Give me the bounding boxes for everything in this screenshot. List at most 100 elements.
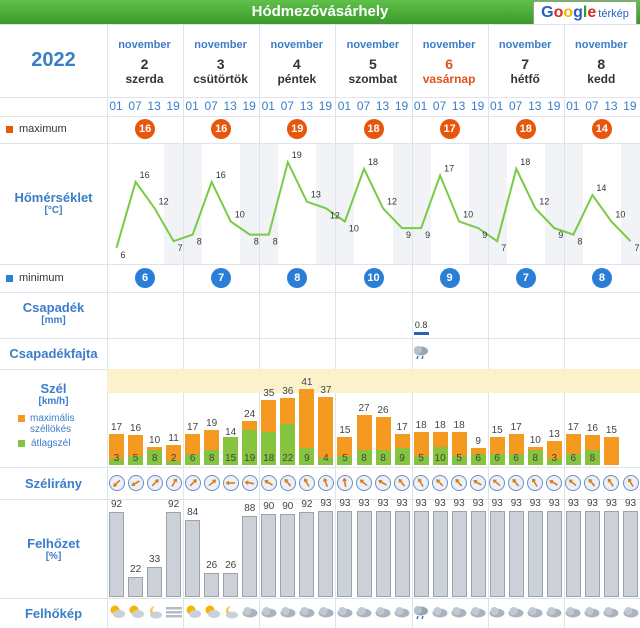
title-bar: Hódmezővásárhely Google térkép	[0, 0, 640, 25]
cloud-bar	[261, 514, 277, 597]
temperature-value: 9	[558, 230, 563, 240]
wind-avg-bar	[432, 446, 448, 465]
row-divider	[0, 467, 640, 468]
day-header[interactable]: november 5 szombat	[335, 24, 410, 97]
cloud-value: 93	[586, 498, 598, 510]
city-title: Hódmezővásárhely	[251, 3, 389, 20]
night-shade	[240, 143, 279, 264]
day-weekday: hétfő	[510, 72, 540, 86]
night-shade	[620, 143, 640, 264]
wind-avg-bar	[413, 455, 429, 466]
temperature-value: 14	[596, 183, 606, 193]
day-header[interactable]: november 2 szerda	[107, 24, 182, 97]
temperature-value: 16	[216, 170, 226, 180]
wind-avg-bar	[356, 450, 372, 465]
day-number: 8	[597, 56, 606, 72]
cloud-value: 93	[529, 498, 541, 510]
wind-avg-bar	[527, 450, 543, 465]
cloud-bar	[109, 512, 124, 597]
row-divider	[0, 143, 640, 144]
cloud-value: 92	[301, 499, 313, 511]
col-divider	[259, 24, 261, 628]
wind-avg-value: 10	[434, 453, 446, 464]
temperature-value: 7	[635, 243, 640, 253]
cloud-icon	[336, 604, 354, 620]
temperature-value: 10	[349, 224, 359, 234]
day-number: 6	[445, 56, 453, 72]
cloud-icon	[488, 604, 506, 620]
wind-avg-bar	[166, 461, 182, 465]
day-header[interactable]: november 7 hétfő	[488, 24, 563, 97]
hour-label: 19	[166, 99, 180, 113]
wind-avg-value: 6	[189, 453, 196, 464]
wind-direction-icon	[527, 475, 544, 491]
wind-direction-icon	[146, 475, 163, 491]
cloud-icon	[583, 604, 601, 620]
temperature-value: 16	[140, 170, 150, 180]
max-temp-badge: 18	[363, 119, 384, 139]
cloud-bar	[128, 576, 143, 597]
cloud-icon	[393, 604, 411, 620]
wind-gust-value: 18	[453, 419, 465, 431]
wind-dir-label: Szélirány	[24, 476, 83, 491]
wind-avg-bar	[470, 453, 486, 465]
cloud-icon	[507, 604, 525, 620]
hour-label: 19	[471, 99, 485, 113]
hour-label: 13	[375, 99, 390, 113]
day-number: 3	[216, 56, 225, 72]
temperature-value: 6	[121, 250, 126, 260]
wind-avg-bar	[147, 450, 163, 465]
day-header[interactable]: november 8 kedd	[564, 24, 639, 97]
day-header[interactable]: november 6 vasárnap	[412, 24, 487, 97]
wind-avg-bar	[565, 453, 581, 465]
wind-avg-value: 2	[170, 453, 177, 464]
temperature-value: 8	[577, 237, 582, 247]
cloud-bar	[432, 511, 448, 597]
cloud-bar	[508, 511, 524, 597]
day-header[interactable]: november 4 péntek	[259, 24, 334, 97]
cloud-bar	[527, 511, 543, 597]
wind-gust-value: 35	[263, 388, 275, 400]
day-month: november	[498, 39, 552, 51]
max-temp-badge: 18	[515, 119, 536, 139]
wind-avg-bar	[375, 450, 391, 465]
map-button-label[interactable]: térkép	[598, 8, 629, 20]
wind-avg-bar	[451, 455, 467, 466]
hour-label: 07	[128, 99, 142, 113]
cloud-bar	[584, 511, 600, 597]
hour-label: 01	[337, 99, 352, 113]
hour-label: 13	[451, 99, 466, 113]
sun-cloud-icon	[127, 604, 145, 620]
cloud-label: Felhőzet [%]	[27, 536, 80, 562]
day-month: november	[346, 39, 400, 51]
day-number: 7	[521, 56, 530, 72]
wind-avg-value: 22	[282, 453, 294, 464]
wind-avg-bar	[508, 453, 524, 465]
wind-avg-value: 5	[456, 453, 462, 464]
wind-direction-icon	[356, 475, 372, 491]
wind-direction-icon	[413, 475, 430, 491]
cloud-value: 22	[130, 563, 142, 575]
day-header[interactable]: november 3 csütörtök	[183, 24, 258, 97]
wind-avg-value: 9	[399, 453, 405, 464]
google-map-button[interactable]: Google térkép	[533, 1, 637, 25]
wind-direction-icon	[108, 475, 125, 491]
wind-gust-value: 41	[301, 377, 313, 389]
maximum-row-label: maximum	[0, 116, 106, 143]
cloud-value: 93	[415, 498, 427, 510]
hour-label: 07	[280, 99, 294, 113]
day-number: 5	[368, 56, 377, 72]
hour-label: 07	[585, 99, 599, 113]
wind-direction-icon	[451, 475, 468, 491]
cloud-value: 93	[453, 498, 465, 510]
wind-avg-bar	[584, 450, 600, 465]
cloud-icon	[241, 604, 259, 620]
temperature-value: 18	[368, 157, 378, 167]
gust-legend: maximális széllökés	[18, 413, 106, 435]
max-legend-icon	[6, 125, 13, 133]
row-divider	[0, 499, 640, 500]
wind-avg-value: 8	[151, 453, 158, 464]
cloud-bar	[299, 512, 315, 597]
temperature-value: 18	[520, 157, 530, 167]
